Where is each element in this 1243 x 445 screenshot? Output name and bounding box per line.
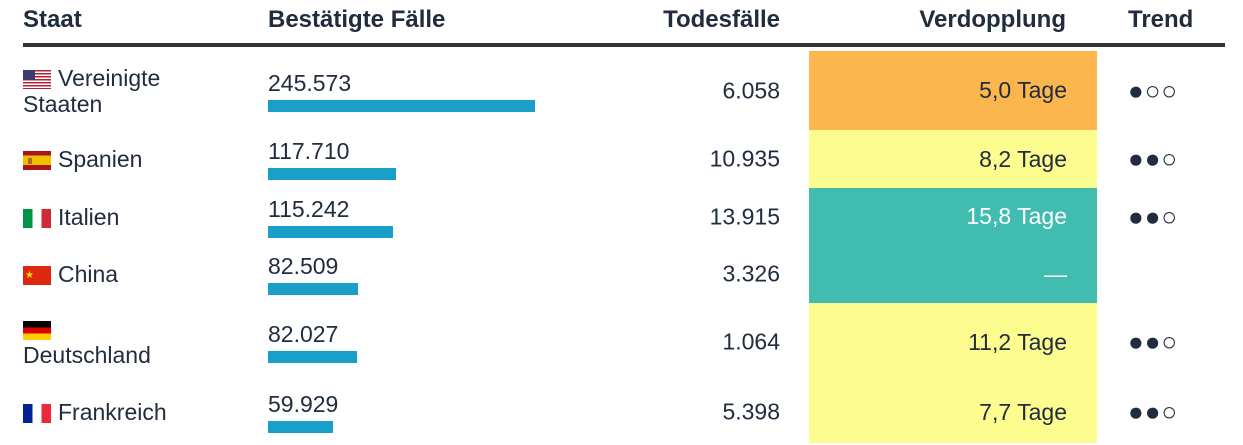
country-name: Spanien — [58, 146, 143, 172]
country-cell: Vereinigte Staaten — [23, 65, 175, 117]
us-flag-icon — [23, 69, 51, 89]
column-header-bestaetigte-faelle: Bestätigte Fälle — [268, 6, 446, 33]
doubling-cell: 8,2 Tage — [809, 130, 1097, 188]
table-row: Deutschland 82.027 1.064 11,2 Tage ●●○ — [0, 303, 1243, 381]
header-divider — [23, 43, 1225, 47]
doubling-cell: 15,8 Tage — [809, 188, 1097, 245]
trend-dots: ●●○ — [1128, 326, 1179, 357]
trend-dots: ●○○ — [1128, 75, 1179, 105]
country-cell: Deutschland — [23, 316, 175, 368]
country-cell: Spanien — [23, 146, 175, 172]
doubling-value: 5,0 Tage — [979, 77, 1067, 103]
table-row: Spanien 117.710 10.935 8,2 Tage ●●○ — [0, 130, 1243, 188]
italy-flag-icon — [23, 208, 51, 228]
table-row: Frankreich 59.929 5.398 7,7 Tage ●●○ — [0, 381, 1243, 443]
country-cell: China — [23, 261, 175, 289]
spain-flag-icon — [23, 151, 51, 170]
country-cell: Frankreich — [23, 399, 175, 425]
doubling-value: 7,7 Tage — [979, 398, 1067, 425]
confirmed-count: 245.573 — [268, 69, 352, 96]
column-header-todesfaelle: Todesfälle — [663, 6, 780, 33]
table-row: Italien 115.242 13.915 15,8 Tage ●●○ — [0, 188, 1243, 245]
deaths-count: 1.064 — [722, 328, 780, 355]
doubling-value: — — [1044, 260, 1067, 287]
trend-dots: ●●○ — [1128, 201, 1179, 231]
germany-flag-icon — [23, 321, 51, 340]
confirmed-count: 82.027 — [268, 321, 339, 347]
france-flag-icon — [23, 404, 51, 423]
country-cell: Italien — [23, 204, 175, 230]
table-header: Staat Bestätigte Fälle Todesfälle Verdop… — [0, 0, 1243, 47]
doubling-cell: 5,0 Tage — [809, 51, 1097, 130]
confirmed-bar — [268, 225, 393, 238]
country-name: Frankreich — [58, 399, 167, 425]
column-header-trend: Trend — [1128, 6, 1194, 33]
column-header-verdopplung: Verdopplung — [919, 6, 1066, 33]
doubling-value: 8,2 Tage — [979, 145, 1067, 172]
confirmed-bar — [268, 283, 358, 295]
doubling-cell: — — [809, 245, 1097, 303]
table-row: Vereinigte Staaten 245.573 6.058 5,0 Tag… — [0, 51, 1243, 130]
confirmed-count: 115.242 — [268, 195, 350, 222]
doubling-value: 11,2 Tage — [968, 328, 1067, 355]
confirmed-cell: 245.573 — [268, 70, 535, 112]
confirmed-bar — [268, 168, 396, 180]
confirmed-cell: 82.509 — [268, 253, 358, 295]
deaths-count: 13.915 — [709, 203, 780, 229]
trend-dots: ●●○ — [1128, 143, 1179, 174]
confirmed-cell: 82.027 — [268, 321, 357, 363]
confirmed-count: 59.929 — [268, 391, 339, 417]
table-row: China 82.509 3.326 — — [0, 245, 1243, 303]
confirmed-count: 82.509 — [268, 253, 339, 279]
deaths-count: 10.935 — [709, 145, 780, 172]
doubling-cell: 7,7 Tage — [809, 381, 1097, 443]
country-name: Deutschland — [23, 342, 151, 368]
trend-dots: ●●○ — [1128, 396, 1179, 427]
deaths-count: 5.398 — [722, 398, 780, 425]
table-body: Vereinigte Staaten 245.573 6.058 5,0 Tag… — [0, 51, 1243, 443]
column-header-staat: Staat — [23, 6, 82, 33]
confirmed-bar — [268, 421, 333, 433]
doubling-cell: 11,2 Tage — [809, 303, 1097, 381]
deaths-count: 6.058 — [722, 77, 780, 103]
china-flag-icon — [23, 263, 51, 289]
confirmed-cell: 117.710 — [268, 138, 396, 180]
confirmed-cell: 59.929 — [268, 391, 338, 433]
confirmed-bar — [268, 99, 535, 112]
doubling-value: 15,8 Tage — [966, 203, 1067, 229]
country-name: Italien — [58, 203, 120, 230]
deaths-count: 3.326 — [722, 260, 780, 287]
country-name: Vereinigte Staaten — [23, 64, 161, 117]
confirmed-count: 117.710 — [268, 138, 350, 164]
confirmed-bar — [268, 351, 357, 363]
confirmed-cell: 115.242 — [268, 196, 393, 238]
country-name: China — [58, 261, 119, 287]
